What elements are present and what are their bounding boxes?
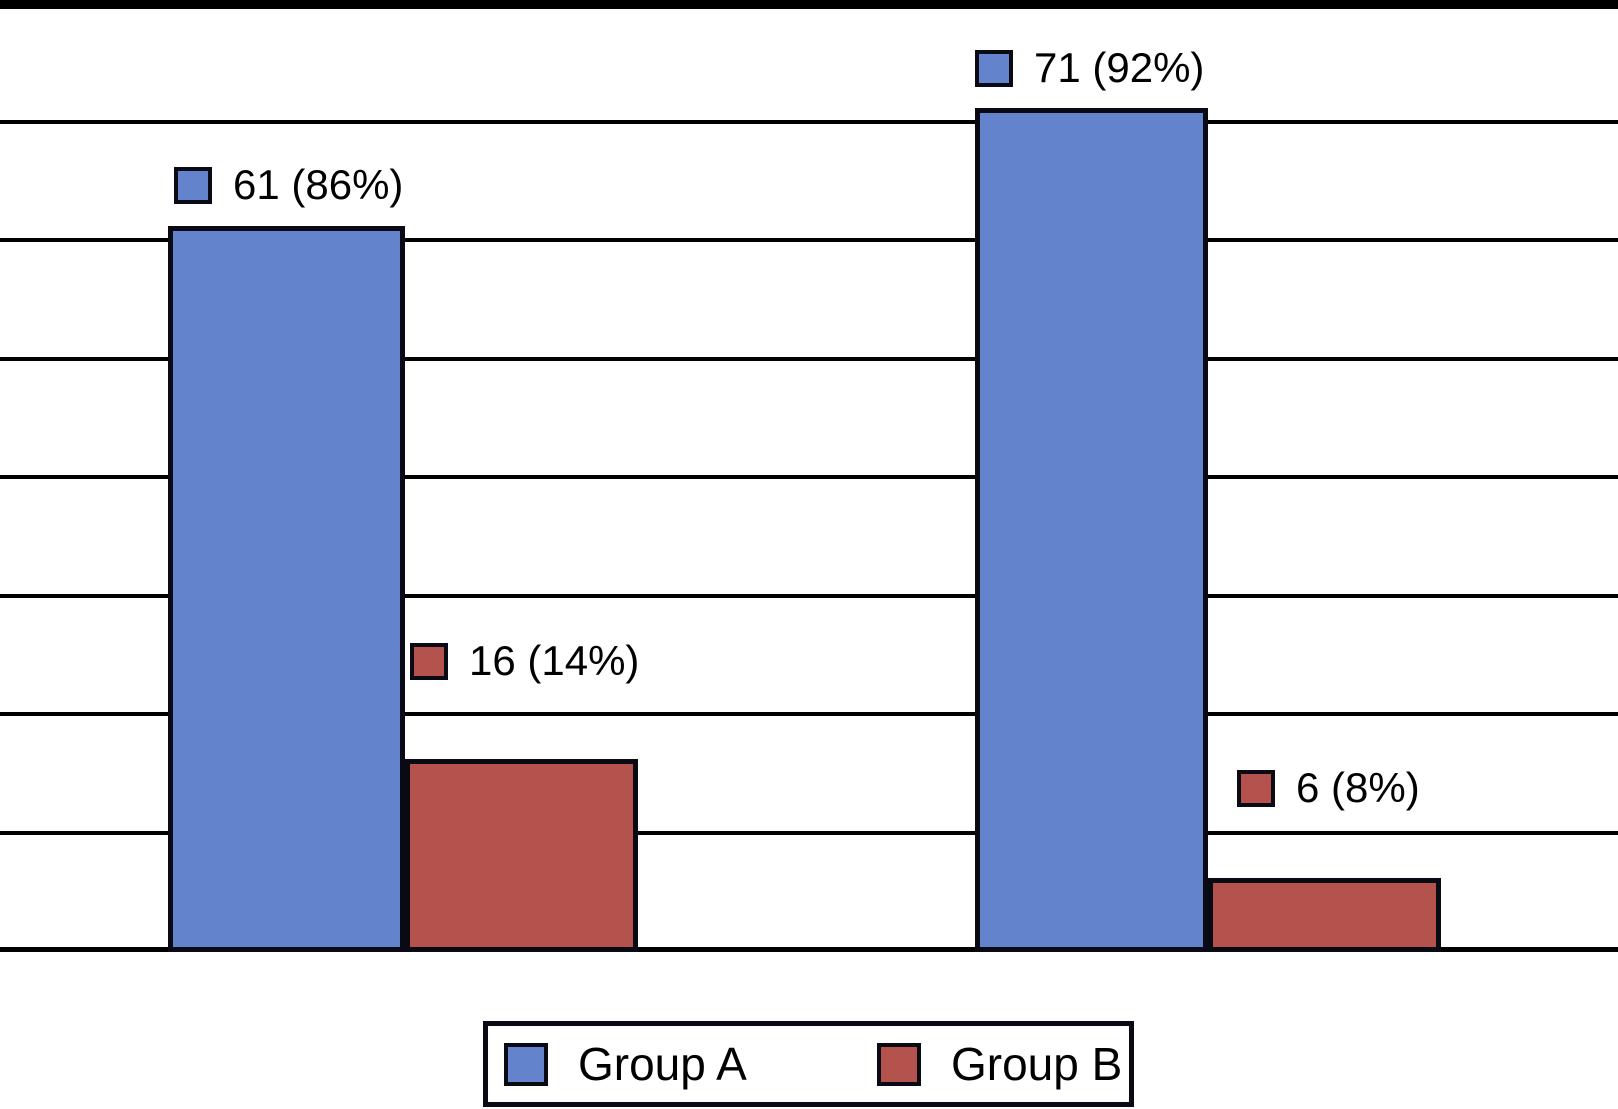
legend-item-group-a: Group A [504, 1026, 747, 1102]
gridline [0, 0, 1618, 9]
group-b-marker-icon [410, 642, 448, 680]
gridline [0, 357, 1618, 361]
x-axis-line [0, 947, 1618, 952]
data-label-text: 16 (14%) [469, 637, 640, 684]
gridline [0, 594, 1618, 598]
legend-label-group-a: Group A [578, 1038, 747, 1090]
group-a-marker-icon [975, 49, 1013, 87]
legend-label-group-b: Group B [951, 1038, 1123, 1090]
gridline [0, 238, 1618, 242]
data-label-text: 61 (86%) [233, 161, 404, 208]
data-label-group-a-2: 71 (92%) [975, 44, 1205, 91]
group-a-marker-icon [174, 166, 212, 204]
gridline [0, 831, 1618, 835]
bar-group-a-2 [975, 108, 1208, 952]
bar-group-a-1 [168, 226, 405, 952]
legend-item-group-b: Group B [877, 1026, 1122, 1102]
data-label-group-b-1: 16 (14%) [410, 637, 640, 684]
data-label-text: 71 (92%) [1034, 44, 1205, 91]
data-label-text: 6 (8%) [1296, 764, 1420, 811]
data-label-group-a-1: 61 (86%) [174, 161, 404, 208]
bar-group-b-1 [405, 759, 638, 952]
gridline [0, 120, 1618, 124]
group-b-marker-icon [1237, 769, 1275, 807]
group-b-swatch-icon [877, 1042, 921, 1086]
legend: Group A Group B [483, 1021, 1134, 1107]
group-a-swatch-icon [504, 1042, 548, 1086]
gridline [0, 475, 1618, 479]
gridline [0, 712, 1618, 716]
data-label-group-b-2: 6 (8%) [1237, 764, 1420, 811]
bar-group-b-2 [1208, 878, 1441, 952]
